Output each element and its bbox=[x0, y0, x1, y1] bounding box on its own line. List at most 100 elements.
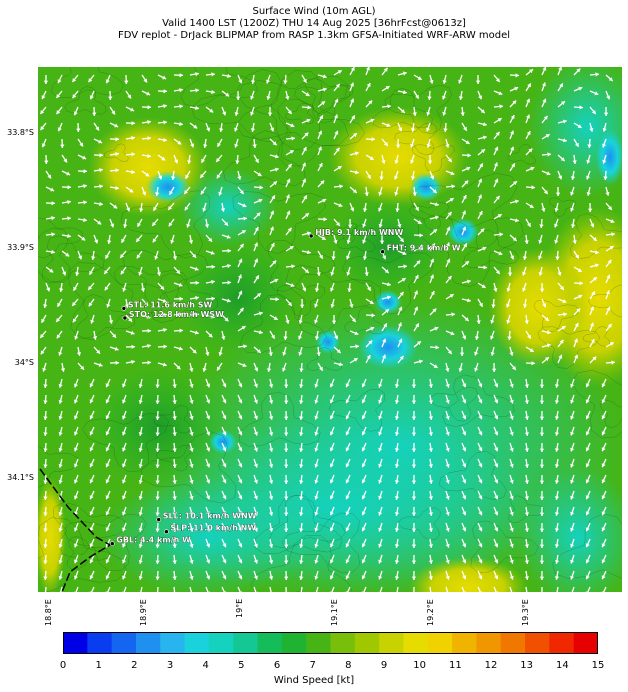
wind-arrow bbox=[361, 490, 367, 500]
wind-arrow bbox=[428, 490, 433, 501]
wind-arrow bbox=[445, 426, 450, 436]
wind-arrow bbox=[172, 378, 177, 388]
colorbar-swatch bbox=[379, 632, 404, 654]
wind-arrow bbox=[445, 184, 456, 189]
wind-arrow bbox=[221, 570, 227, 580]
colorbar-swatch bbox=[500, 632, 526, 654]
wind-arrow bbox=[74, 474, 79, 484]
wind-arrow bbox=[167, 202, 175, 211]
wind-arrow bbox=[299, 570, 304, 580]
wind-arrow bbox=[585, 490, 591, 500]
wind-arrow bbox=[429, 170, 435, 180]
wind-arrow bbox=[157, 170, 163, 180]
wind-arrow bbox=[413, 306, 419, 316]
wind-arrow bbox=[349, 186, 358, 194]
wind-arrow bbox=[571, 218, 576, 229]
wind-arrow bbox=[570, 490, 575, 500]
wind-arrow bbox=[429, 274, 434, 284]
wind-arrow bbox=[573, 86, 583, 92]
wind-arrow bbox=[299, 426, 304, 436]
wind-arrow bbox=[573, 294, 583, 300]
wind-arrow bbox=[346, 234, 351, 244]
wind-arrow bbox=[221, 522, 227, 532]
wind-arrow bbox=[39, 106, 47, 115]
wind-arrow bbox=[461, 122, 468, 132]
wind-arrow bbox=[509, 180, 518, 188]
wind-arrow bbox=[301, 282, 307, 292]
wind-arrow bbox=[253, 330, 263, 335]
wind-arrow bbox=[299, 554, 304, 564]
wind-arrow bbox=[509, 114, 515, 124]
wind-arrow bbox=[105, 378, 111, 388]
wind-arrow bbox=[410, 154, 415, 164]
wind-arrow bbox=[301, 162, 306, 172]
station-sll: SLL: 10.1 km/h WNW bbox=[156, 511, 257, 522]
wind-arrow bbox=[429, 258, 435, 268]
wind-arrow bbox=[411, 554, 417, 565]
wind-arrow bbox=[269, 586, 272, 592]
wind-arrow bbox=[329, 426, 335, 436]
colorbar-tick: 7 bbox=[309, 660, 316, 671]
wind-arrow bbox=[493, 250, 503, 256]
wind-arrow bbox=[189, 312, 200, 317]
wind-arrow bbox=[349, 82, 354, 92]
wind-arrow bbox=[205, 378, 211, 388]
wind-arrow bbox=[445, 226, 451, 236]
wind-arrow bbox=[184, 202, 191, 211]
contour-line bbox=[232, 191, 326, 254]
wind-arrow bbox=[349, 357, 359, 364]
wind-arrow bbox=[378, 506, 383, 516]
wind-arrow bbox=[58, 506, 63, 516]
wind-arrow bbox=[93, 201, 104, 207]
wind-arrow bbox=[157, 327, 168, 333]
wind-arrow bbox=[365, 298, 374, 305]
wind-arrow bbox=[234, 122, 239, 132]
wind-arrow bbox=[538, 234, 543, 244]
wind-arrow bbox=[461, 194, 467, 204]
wind-arrow bbox=[74, 410, 79, 420]
wind-arrow bbox=[365, 313, 376, 318]
wind-arrow bbox=[205, 122, 211, 132]
wind-arrow bbox=[221, 298, 231, 303]
wind-arrow bbox=[71, 298, 79, 307]
wind-arrow bbox=[333, 362, 343, 367]
wind-arrow bbox=[492, 362, 497, 373]
wind-arrow bbox=[345, 522, 351, 532]
wind-arrow bbox=[43, 378, 48, 389]
wind-arrow bbox=[461, 538, 467, 548]
wind-arrow bbox=[39, 330, 47, 339]
wind-arrow bbox=[378, 442, 383, 452]
contour-line bbox=[268, 495, 346, 549]
wind-arrow bbox=[237, 74, 243, 84]
title-line-1: Surface Wind (10m AGL) bbox=[252, 6, 376, 17]
wind-arrow bbox=[253, 170, 262, 177]
wind-arrow bbox=[75, 266, 80, 276]
wind-arrow bbox=[221, 314, 229, 322]
wind-arrow bbox=[493, 178, 499, 188]
wind-arrow bbox=[58, 394, 63, 404]
wind-arrow bbox=[72, 282, 79, 292]
colorbar-tick: 15 bbox=[591, 660, 605, 671]
wind-arrow bbox=[283, 74, 288, 85]
wind-arrow bbox=[427, 154, 433, 165]
wind-arrow bbox=[378, 458, 383, 468]
wind-arrow bbox=[205, 346, 210, 356]
wind-arrow bbox=[45, 282, 51, 292]
contour-line bbox=[342, 252, 435, 315]
wind-arrow bbox=[524, 378, 529, 389]
wind-arrow bbox=[445, 138, 450, 148]
wind-arrow bbox=[155, 506, 160, 517]
wind-arrow bbox=[284, 442, 289, 453]
wind-arrow bbox=[509, 394, 514, 404]
wind-arrow bbox=[381, 138, 389, 147]
station-label: FHT: 9.4 km/h W bbox=[387, 244, 461, 253]
wind-arrow bbox=[172, 490, 177, 500]
wind-arrow bbox=[361, 554, 367, 564]
wind-arrow bbox=[205, 474, 211, 484]
wind-arrow bbox=[155, 490, 160, 501]
wind-arrow bbox=[253, 458, 258, 468]
wind-arrow bbox=[89, 90, 95, 100]
wind-arrow bbox=[299, 362, 304, 373]
wind-arrow bbox=[138, 554, 143, 564]
wind-arrow bbox=[474, 330, 480, 341]
